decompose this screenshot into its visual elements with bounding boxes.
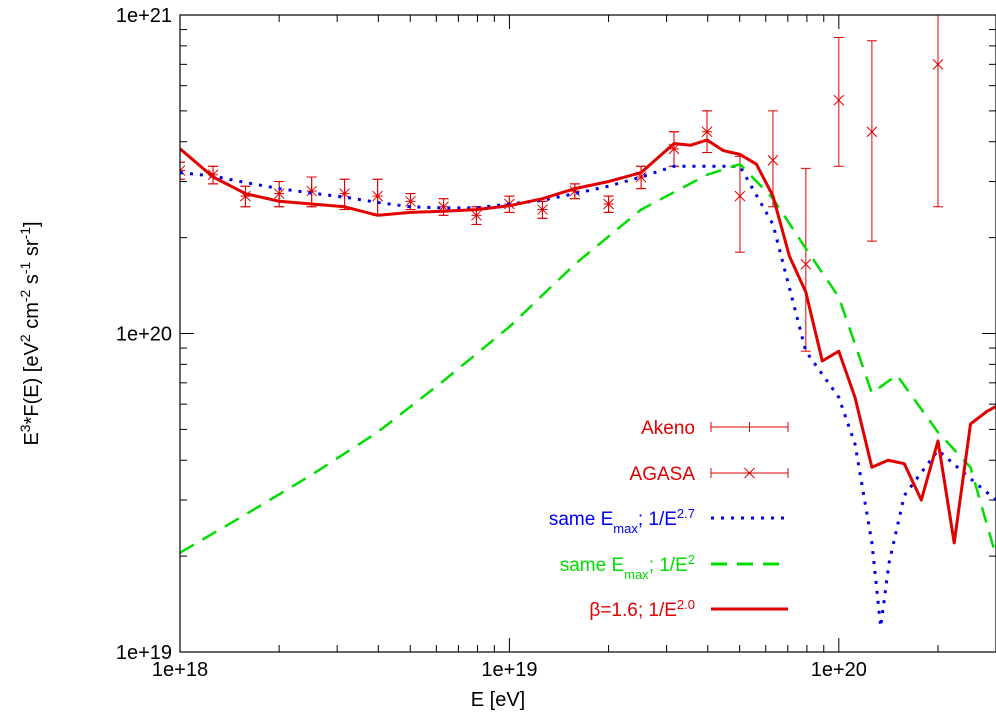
- y-axis-title-sup: 2: [17, 334, 33, 342]
- legend-label: same Emax; 1/E2: [560, 552, 695, 582]
- marker-cross-b: [744, 467, 755, 479]
- y-axis-title: E3*F(E) [eV2 cm-2 s-1 sr-1]: [17, 221, 43, 445]
- plot-frame: [179, 14, 996, 653]
- y-axis-title-sup: 3: [17, 424, 33, 432]
- series-line: [180, 138, 996, 545]
- legend-label-part: same E: [549, 509, 613, 530]
- y-axis-title-part: sr: [21, 239, 43, 262]
- legend-label: same Emax; 1/E2.7: [549, 506, 695, 536]
- legend-label-part: 2.7: [677, 506, 695, 521]
- legend-label: β=1.6; 1/E2.0: [589, 597, 695, 622]
- y-tick-label: 1e+19: [116, 642, 172, 664]
- marker-cross-b: [866, 126, 878, 138]
- series-line-3: [180, 162, 996, 557]
- marker-cross-b: [339, 188, 350, 199]
- x-tick-label: 1e+18: [152, 659, 208, 681]
- series-layer: [180, 15, 996, 629]
- marker-cross-b: [932, 58, 944, 70]
- legend-label-part: ; 1/E: [649, 555, 688, 576]
- y-axis-title-part: s: [21, 274, 43, 290]
- marker-cross-b: [833, 94, 845, 106]
- marker-cross-a: [180, 169, 186, 176]
- legend-label-part: max: [624, 567, 649, 582]
- marker-cross-b: [405, 195, 416, 207]
- series-line: [180, 162, 996, 557]
- marker-cross-b: [372, 190, 383, 202]
- legend-label-part: same E: [560, 555, 624, 576]
- x-tick-label: 1e+19: [481, 659, 537, 681]
- y-axis-title-sup: -2: [17, 289, 33, 302]
- marker-cross-b: [701, 126, 713, 138]
- marker-cross-b: [306, 185, 318, 197]
- y-axis-title-part: *F(E) [eV: [21, 342, 43, 425]
- marker-cross-b: [734, 190, 746, 202]
- marker-cross-b: [603, 198, 614, 210]
- y-tick-label: 1e+20: [116, 324, 172, 346]
- legend-label-part: 2.0: [677, 597, 695, 612]
- legend-label: Akeno: [641, 418, 695, 439]
- marker-cross-b: [800, 258, 812, 270]
- legend-label: AGASA: [630, 464, 696, 485]
- x-tick-label: 1e+20: [811, 659, 867, 681]
- marker-cross-b: [635, 171, 647, 183]
- marker-cross-b: [207, 169, 219, 181]
- y-axis-title-part: cm: [21, 302, 43, 334]
- marker-cross-b: [668, 143, 680, 155]
- marker-cross-b: [273, 188, 285, 199]
- y-axis-title-part: E: [21, 432, 43, 445]
- legend-label-part: β=1.6; 1/E: [589, 600, 677, 621]
- legend-label-part: Akeno: [641, 418, 695, 439]
- series-errorbar-1: [180, 15, 944, 352]
- marker-cross-b: [240, 190, 251, 202]
- marker-cross-b: [767, 154, 779, 166]
- series-line-4: [180, 138, 996, 545]
- marker-cross-b: [180, 165, 186, 172]
- legend-label-part: AGASA: [630, 464, 696, 485]
- x-axis-title: E [eV]: [471, 689, 525, 711]
- marker-cross-b: [471, 209, 482, 221]
- y-axis-title-sup: -1: [17, 227, 33, 240]
- axis-ticks: [179, 14, 996, 653]
- y-tick-label: 1e+21: [116, 5, 172, 27]
- legend-label-part: ; 1/E: [638, 509, 677, 530]
- legend-label-part: max: [613, 521, 638, 536]
- marker-cross-b: [537, 204, 548, 215]
- y-axis-title-part: ]: [21, 221, 43, 227]
- y-axis-title-sup: -1: [17, 261, 33, 274]
- legend-label-part: 2: [688, 552, 695, 567]
